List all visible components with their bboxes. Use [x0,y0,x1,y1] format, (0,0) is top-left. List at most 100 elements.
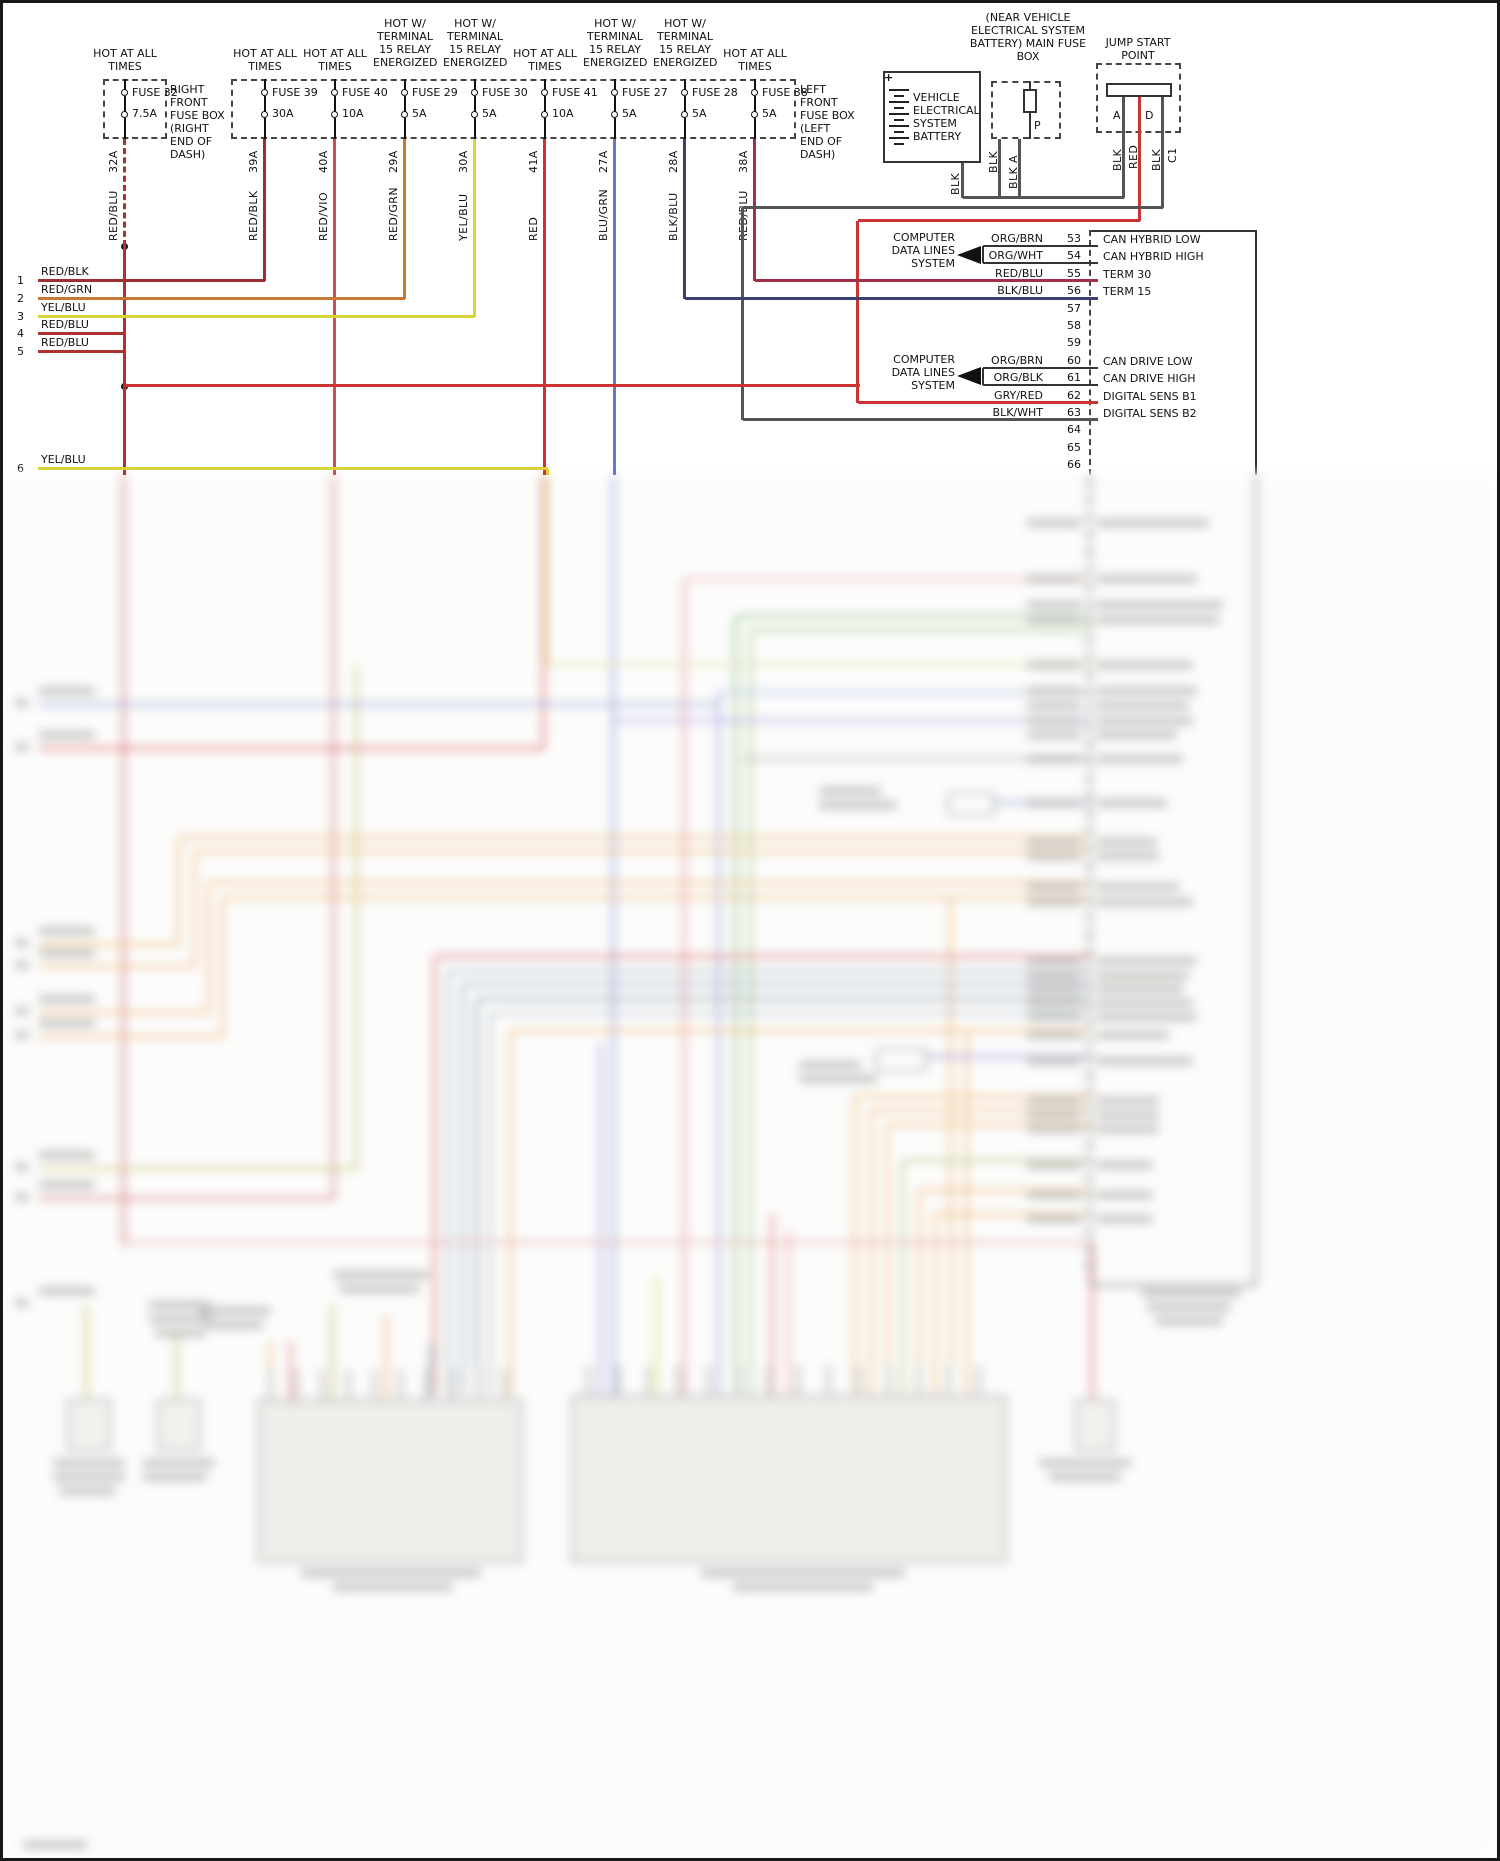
blurred-text-bar [1049,1473,1121,1481]
blurred-text-bar [149,1315,211,1323]
connector-pin-stub [795,1365,802,1395]
wire-segment [1083,1004,1095,1006]
fuse-terminal [541,89,548,96]
connector-pin-stub [345,1369,352,1399]
row-wire-label: RED/GRN [41,283,93,296]
blurred-text-bar [15,1031,29,1039]
wire-segment [1083,708,1095,711]
blurred-text-bar [1027,601,1081,609]
wire-segment [1083,603,1095,606]
blurred-text-bar [301,1569,481,1577]
wire-segment [983,245,1098,247]
blurred-text-bar [1097,898,1193,906]
blurred-text-bar [819,801,897,809]
pin-wire-color: ORG/BRN [991,232,1043,245]
wire-segment [613,139,616,475]
wire-segment [869,1111,872,1395]
wire-segment [1083,621,1095,624]
wire-segment [1090,1284,1257,1286]
wire-segment [123,246,126,475]
row-wire-label: RED/BLU [41,318,89,331]
pin-number: 63 [1067,406,1081,419]
blurred-text-bar [1097,519,1209,527]
fuse-lead [754,79,756,90]
fuse-power-label: HOT AT ALL TIMES [233,47,297,73]
blurred-text-bar [1027,575,1081,583]
fuse-terminal [751,111,758,118]
data-flow-arrow-icon [957,246,981,264]
wire-segment [333,139,336,475]
blurred-text-bar [333,1583,453,1591]
wire-segment [1083,499,1095,502]
blurred-text-bar [143,1459,215,1467]
wire-segment [743,418,1098,421]
blurred-text-bar [1097,1031,1169,1039]
pin-number: 58 [1067,319,1081,332]
pin-number: 57 [1067,301,1081,315]
blurred-text-bar [1097,717,1193,725]
blurred-text-bar [1027,1161,1081,1169]
row-wire-label: RED/BLK [41,265,89,278]
blurred-text-bar [1039,1459,1131,1467]
blurred-text-bar [143,1473,207,1481]
pin-signal: TERM 15 [1103,285,1152,299]
pin-number: 53 [1067,232,1081,245]
wire-segment [983,384,1098,386]
fuse-power-label: HOT W/ TERMINAL 15 RELAY ENERGIZED [443,17,508,69]
blurred-text-bar [1097,575,1197,583]
wire-segment [289,1341,292,1399]
blurred-text-bar [149,1301,211,1309]
fuse-lead [264,79,266,90]
wire-segment [612,475,615,1395]
fuse-wire-color: RED/BLK [247,190,260,241]
fuse-power-label: HOT AT ALL TIMES [513,47,577,73]
blurred-text-bar [1097,985,1183,993]
wire-segment [787,1229,790,1395]
fuse-circuit: 38A [737,150,750,173]
wire-segment [1083,917,1095,919]
blurred-text-bar [155,1329,205,1337]
blurred-text-bar [1141,1289,1241,1297]
fuse-power-label: HOT W/ TERMINAL 15 RELAY ENERGIZED [373,17,438,69]
wire-segment [1083,1160,1095,1163]
connector-pin-stub [475,1369,482,1399]
wire-segment [856,221,859,403]
wire-segment [511,1029,1091,1032]
blurred-text-bar [1027,755,1081,763]
wire-segment [1091,1243,1094,1399]
fuse-circuit: 29A [387,150,400,173]
wire-segment [207,883,210,1013]
connector-pin-stub [945,1365,952,1395]
pin-wire-color: BLK/WHT [992,406,1043,419]
wire-segment [741,208,744,420]
blurred-text-bar [1097,1097,1159,1105]
row-number: 1 [17,274,24,287]
wire-segment [1083,638,1095,641]
fuse-lead [544,118,546,139]
wire-segment [403,139,406,299]
wire-segment [719,691,1091,694]
blurred-text-bar [15,961,29,969]
blurred-connector-box [1075,1399,1115,1451]
blurred-text-bar [1097,972,1189,980]
connector-pin-stub [825,1365,832,1395]
blurred-text-bar [39,731,95,739]
fuse-power-label: HOT AT ALL TIMES [723,47,787,73]
fuse-amp: 10A [342,107,364,120]
wire-segment [263,139,266,281]
pin-wire-color: ORG/BRN [991,353,1043,367]
connector-edge-dashed [1089,230,1091,475]
fuse-amp: 5A [622,107,637,120]
pin-signal: CAN DRIVE LOW [1103,354,1193,368]
blurred-connector-box [157,1399,201,1451]
blurred-text-bar [1027,1111,1081,1119]
fuse-power-label: HOT W/ TERMINAL 15 RELAY ENERGIZED [583,17,648,69]
wire-segment [982,368,984,385]
wire-segment [331,1305,334,1399]
fuse-circuit: 27A [597,150,610,173]
fuse-circuit: 40A [317,150,330,173]
wire-segment [1083,847,1095,850]
connector-pin-stub [975,1365,982,1395]
blurred-text-bar [1027,985,1081,993]
fuse-terminal [401,89,408,96]
